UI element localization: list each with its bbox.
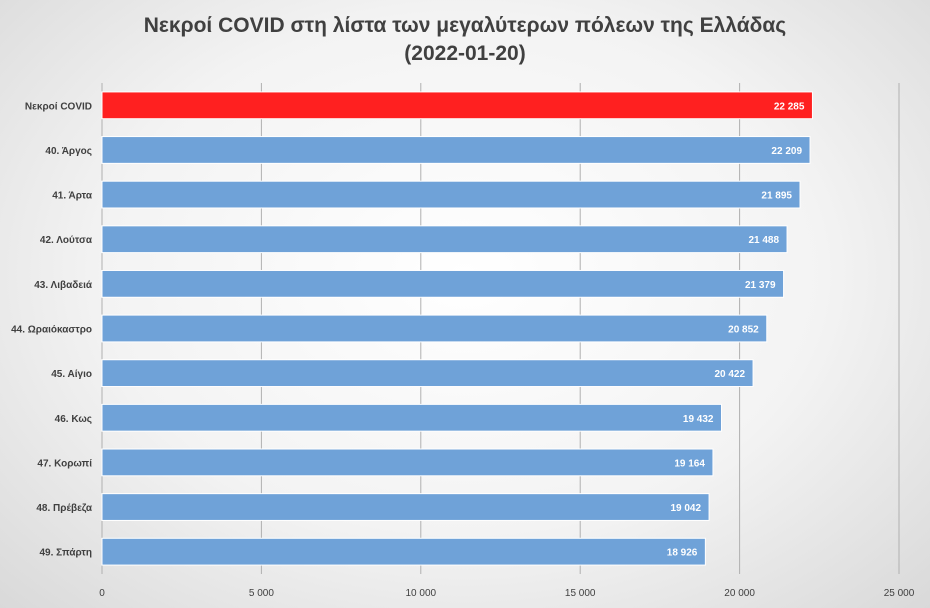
data-label: 22 285 (774, 101, 805, 112)
category-axis: Νεκροί COVID 40. Άργος 41. Άρτα 42. Λούτσα 4… (11, 101, 93, 558)
x-tick-label: 5 000 (249, 588, 274, 599)
data-label: 22 209 (771, 146, 802, 157)
chart-title: Νεκροί COVID στη λίστα των μεγαλύτερων π… (144, 14, 787, 37)
category-label: 40. Άργος (45, 146, 92, 157)
category-label: 45. Αίγιο (51, 369, 92, 380)
category-label: 46. Κως (55, 414, 92, 425)
chart-subtitle: (2022-01-20) (404, 42, 525, 65)
data-label: 21 379 (745, 280, 776, 291)
category-label: 41. Άρτα (52, 191, 93, 202)
category-label: 44. Ωραιόκαστρο (11, 325, 92, 336)
x-tick-label: 10 000 (406, 588, 437, 599)
bar (101, 314, 768, 343)
bar (101, 448, 714, 477)
data-label: 19 432 (683, 414, 714, 425)
data-label: 20 852 (728, 325, 759, 336)
bar (101, 359, 754, 388)
bar (101, 493, 710, 521)
x-tick-label: 0 (99, 588, 105, 599)
bar (101, 136, 811, 164)
category-label: Νεκροί COVID (25, 101, 92, 112)
x-tick-label: 15 000 (565, 588, 596, 599)
bar (101, 537, 706, 566)
category-label: 48. Πρέβεζα (36, 503, 92, 514)
bar (101, 403, 722, 432)
x-tick-label: 20 000 (724, 588, 755, 599)
category-label: 49. Σπάρτη (39, 548, 92, 559)
category-label: 42. Λούτσα (40, 235, 93, 246)
bar (101, 180, 801, 209)
data-label: 20 422 (714, 369, 745, 380)
bar (101, 269, 785, 298)
data-label: 18 926 (667, 548, 698, 559)
data-label: 21 895 (761, 191, 792, 202)
x-tick-label: 25 000 (884, 588, 915, 599)
category-label: 47. Κορωπί (37, 458, 92, 469)
bars: 22 285 22 209 21 895 21 488 21 379 20 852 20 4… (101, 91, 813, 566)
value-axis: 0 5 000 10 000 15 000 20 000 25 000 (99, 588, 915, 599)
data-label: 21 488 (748, 235, 779, 246)
bar-highlight (101, 91, 813, 120)
bar (101, 225, 788, 254)
category-label: 43. Λιβαδειά (34, 280, 93, 291)
data-label: 19 042 (670, 503, 701, 514)
data-label: 19 164 (674, 458, 705, 469)
